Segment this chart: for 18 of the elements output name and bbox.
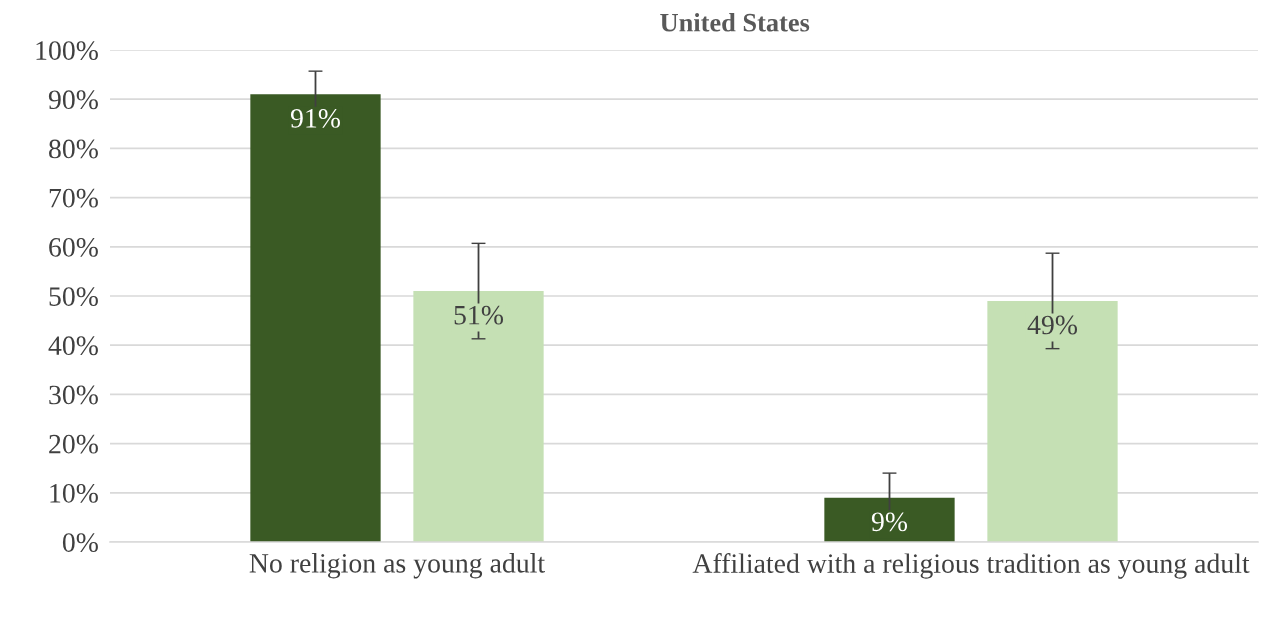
data-label: 51% [454,305,504,325]
y-tick-label: 50% [49,287,98,306]
data-label: 9% [871,512,908,532]
y-tick-label: 40% [48,336,98,356]
y-tick-label: 10% [50,483,98,503]
data-label: 91% [290,108,340,128]
y-tick-label: 30% [49,385,98,405]
y-tick-label: 70% [49,188,98,208]
y-tick-label: 20% [49,434,98,454]
chart-title: United States [660,13,810,32]
x-tick-label: No religion as young adult [249,553,545,579]
y-tick-label: 60% [49,237,98,257]
y-tick-label: 0% [62,533,98,552]
y-tick-label: 80% [49,139,98,159]
y-tick-label: 100% [36,41,98,60]
x-tick-label: Affiliated with a religious tradition as young adult [692,553,1250,579]
data-label: 49% [1027,315,1078,335]
y-tick-label: 90% [48,90,98,110]
